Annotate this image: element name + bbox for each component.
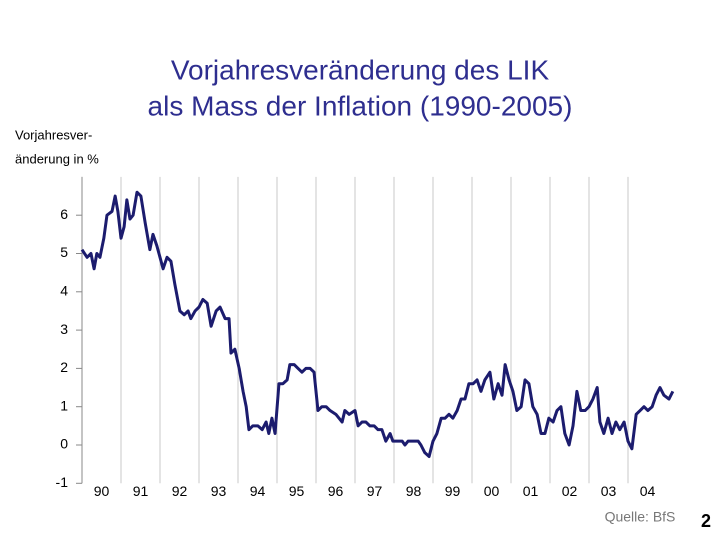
- y-tick-label: 4: [60, 283, 68, 299]
- x-tick-label: 98: [406, 483, 422, 499]
- chart-title: als Mass der Inflation (1990-2005): [148, 90, 573, 121]
- x-tick-label: 00: [484, 483, 500, 499]
- y-tick-label: 1: [60, 397, 68, 413]
- x-tick-label: 94: [250, 483, 266, 499]
- y-tick-label: 0: [60, 436, 68, 452]
- x-tick-label: 02: [562, 483, 578, 499]
- y-tick-label: -1: [56, 474, 69, 490]
- data-line: [80, 190, 675, 458]
- x-tick-label: 01: [523, 483, 539, 499]
- y-tick-label: 6: [60, 206, 68, 222]
- x-tick-label: 04: [640, 483, 656, 499]
- y-tick-label: 3: [60, 321, 68, 337]
- x-tick-label: 99: [445, 483, 461, 499]
- x-tick-label: 95: [289, 483, 305, 499]
- x-tick-label: 93: [211, 483, 227, 499]
- page-number: 2: [701, 511, 711, 531]
- x-tick-label: 96: [328, 483, 344, 499]
- x-tick-label: 91: [133, 483, 149, 499]
- y-axis-label: änderung in %: [15, 151, 99, 166]
- y-tick-label: 5: [60, 244, 68, 260]
- source: Quelle: BfS: [605, 509, 676, 525]
- y-axis-label: Vorjahresver-: [15, 127, 92, 142]
- x-tick-label: 90: [94, 483, 110, 499]
- y-tick-label: 2: [60, 359, 68, 375]
- x-tick-label: 03: [601, 483, 617, 499]
- x-tick-label: 97: [367, 483, 383, 499]
- x-tick-label: 92: [172, 483, 188, 499]
- chart-title: Vorjahresveränderung des LIK: [171, 54, 550, 85]
